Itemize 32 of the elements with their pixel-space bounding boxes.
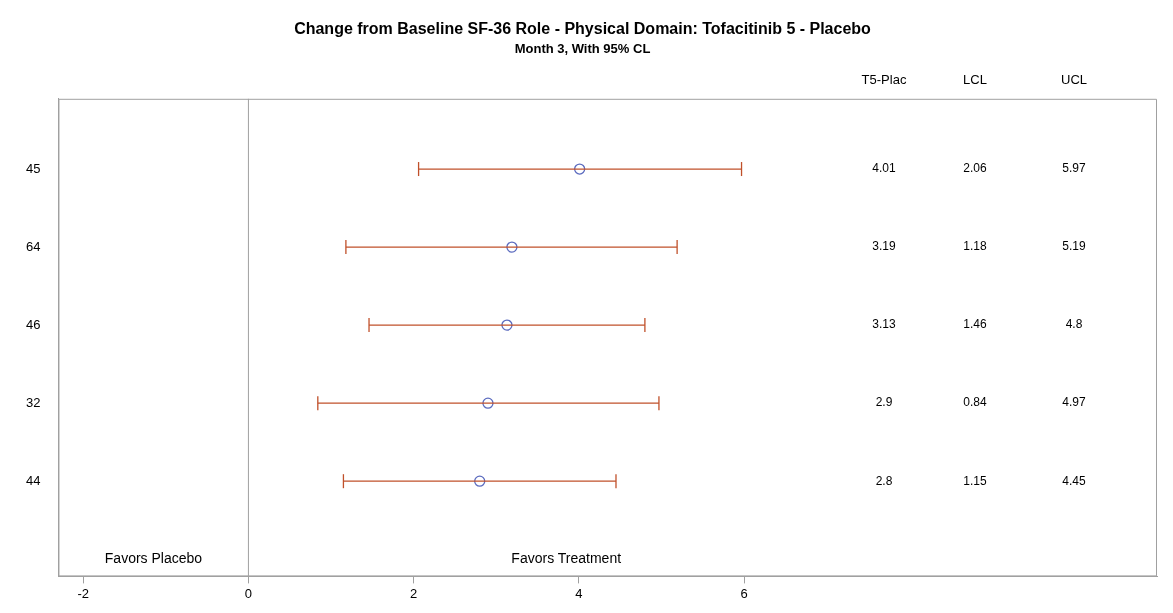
annotation: 5.19 bbox=[1062, 239, 1086, 254]
annotation: 1.18 bbox=[963, 239, 987, 254]
chart-subtitle: Month 3, With 95% CL bbox=[514, 40, 651, 56]
text: T5-Plac bbox=[861, 72, 907, 88]
y-tick-label: 45 bbox=[25, 160, 41, 176]
annotation: 4.8 bbox=[1065, 317, 1083, 332]
annotation: 4.97 bbox=[1062, 395, 1086, 410]
y-tick-label: 32 bbox=[25, 394, 41, 410]
x-tick-label: -2 bbox=[77, 585, 90, 601]
annotation: 2.8 bbox=[875, 473, 893, 488]
annotation: Favors Placebo bbox=[104, 550, 203, 567]
annotation: Favors Treatment bbox=[511, 550, 622, 567]
text: UCL bbox=[1060, 72, 1088, 88]
x-tick-label: 6 bbox=[740, 585, 748, 601]
annotation: 1.46 bbox=[963, 317, 987, 332]
x-tick-label: 2 bbox=[410, 585, 418, 601]
annotation: 1.15 bbox=[963, 473, 987, 488]
annotation: 4.01 bbox=[872, 161, 896, 176]
y-tick-label: 64 bbox=[25, 238, 41, 254]
y-tick-label: 46 bbox=[25, 316, 41, 332]
annotation: 5.97 bbox=[1062, 161, 1086, 176]
annotation: 4.45 bbox=[1062, 473, 1086, 488]
annotation: 2.9 bbox=[875, 395, 893, 410]
text: LCL bbox=[963, 72, 987, 88]
annotation: 2.06 bbox=[963, 161, 987, 176]
annotation: 3.19 bbox=[872, 239, 896, 254]
annotation: 0.84 bbox=[963, 395, 987, 410]
y-tick-label: 44 bbox=[25, 472, 41, 488]
x-tick-label: 4 bbox=[575, 585, 583, 601]
chart-title: Change from Baseline SF-36 Role - Physical Domain: Tofacitinib 5 - Placebo bbox=[294, 20, 872, 38]
annotation: 3.13 bbox=[872, 317, 896, 332]
x-tick-label: 0 bbox=[244, 585, 253, 601]
